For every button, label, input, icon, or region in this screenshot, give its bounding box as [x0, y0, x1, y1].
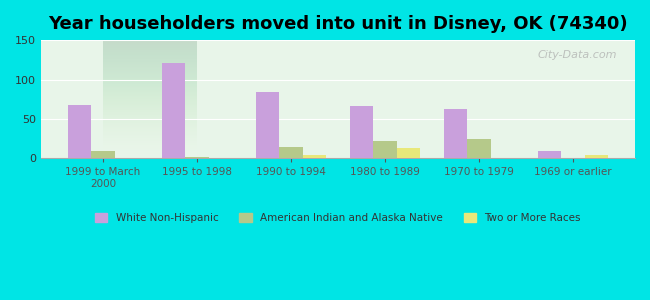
Title: Year householders moved into unit in Disney, OK (74340): Year householders moved into unit in Dis…: [48, 15, 628, 33]
Bar: [443, 109, 467, 158]
Bar: [255, 92, 280, 158]
Bar: [350, 106, 373, 158]
Bar: [467, 139, 491, 158]
Bar: [538, 151, 561, 158]
Bar: [185, 157, 209, 158]
Legend: White Non-Hispanic, American Indian and Alaska Native, Two or More Races: White Non-Hispanic, American Indian and …: [91, 208, 585, 227]
Bar: [162, 63, 185, 158]
Bar: [584, 154, 608, 158]
Bar: [303, 155, 326, 158]
Bar: [68, 105, 92, 158]
Bar: [396, 148, 420, 158]
Bar: [280, 147, 303, 158]
Text: City-Data.com: City-Data.com: [538, 50, 618, 60]
Bar: [373, 141, 396, 158]
Bar: [92, 151, 115, 158]
